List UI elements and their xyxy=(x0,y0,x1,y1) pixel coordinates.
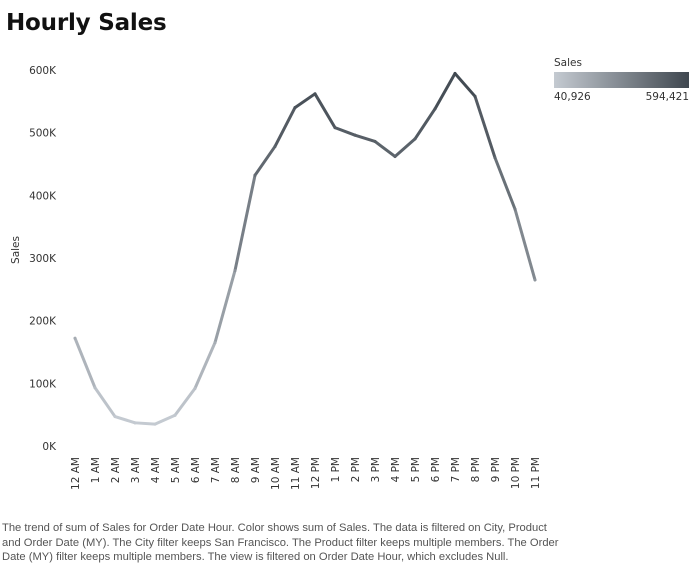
series-line-segment[interactable] xyxy=(73,336,97,390)
series-line-segment[interactable] xyxy=(253,144,277,177)
data-point[interactable] xyxy=(373,139,377,143)
x-tick-label: 3 AM xyxy=(130,457,142,483)
data-point[interactable] xyxy=(173,413,177,417)
data-point[interactable] xyxy=(213,341,217,345)
data-point[interactable] xyxy=(93,386,97,390)
x-tick-label: 4 AM xyxy=(150,457,162,483)
x-tick-label: 7 AM xyxy=(210,457,222,483)
data-point[interactable] xyxy=(73,336,77,340)
chart-caption: The trend of sum of Sales for Order Date… xyxy=(2,522,559,564)
series-line-segment[interactable] xyxy=(273,106,297,148)
series-line-segment[interactable] xyxy=(353,133,377,143)
chart-title: Hourly Sales xyxy=(6,10,167,36)
x-tick-label: 7 PM xyxy=(450,457,462,482)
x-tick-label: 1 PM xyxy=(330,457,342,482)
x-tick-label: 6 PM xyxy=(430,457,442,482)
data-point[interactable] xyxy=(433,107,437,111)
series-line-segment[interactable] xyxy=(433,71,457,111)
data-point[interactable] xyxy=(333,126,337,130)
y-axis-title: Sales xyxy=(10,236,22,264)
data-point[interactable] xyxy=(193,386,197,390)
x-tick-label: 5 PM xyxy=(410,457,422,482)
data-point[interactable] xyxy=(413,137,417,141)
series-line-segment[interactable] xyxy=(213,269,237,345)
data-point[interactable] xyxy=(253,173,257,177)
series-line-segment[interactable] xyxy=(333,126,357,137)
x-tick-label: 8 PM xyxy=(470,457,482,482)
legend-min-label: 40,926 xyxy=(554,91,591,103)
x-tick-label: 12 PM xyxy=(310,457,322,489)
x-tick-label: 11 PM xyxy=(530,457,542,489)
x-tick-label: 11 AM xyxy=(290,457,302,490)
x-tick-label: 4 PM xyxy=(390,457,402,482)
data-point[interactable] xyxy=(493,156,497,160)
series-line-segment[interactable] xyxy=(473,94,497,160)
x-tick-label: 5 AM xyxy=(170,457,182,483)
data-point[interactable] xyxy=(473,94,477,98)
color-legend: Sales 40,926 594,421 xyxy=(554,57,692,103)
y-tick-label: 0K xyxy=(42,441,57,453)
series-line-segment[interactable] xyxy=(313,92,337,130)
series-line-segment[interactable] xyxy=(153,413,177,426)
y-tick-label: 400K xyxy=(29,190,57,202)
series-line-segment[interactable] xyxy=(493,156,517,211)
legend-max-label: 594,421 xyxy=(645,91,689,103)
data-point[interactable] xyxy=(273,144,277,148)
data-point[interactable] xyxy=(233,269,237,273)
data-point[interactable] xyxy=(113,415,117,419)
series-line-segment[interactable] xyxy=(413,107,437,141)
series-line-segment[interactable] xyxy=(93,386,117,419)
x-tick-label: 10 AM xyxy=(270,457,282,490)
x-tick-label: 9 PM xyxy=(490,457,502,482)
data-point[interactable] xyxy=(133,421,137,425)
series-line-segment[interactable] xyxy=(393,137,417,158)
series-line-segment[interactable] xyxy=(193,341,217,390)
series-line-segment[interactable] xyxy=(173,386,197,417)
x-axis: 12 AM 1 AM 2 AM 3 AM 4 AM 5 AM 6 AM 7 AM 8 AM 9 A… xyxy=(70,457,542,490)
series-line-segment[interactable] xyxy=(133,421,157,426)
data-point[interactable] xyxy=(153,422,157,426)
x-tick-label: 9 AM xyxy=(250,457,262,483)
x-tick-label: 12 AM xyxy=(70,457,82,490)
y-tick-label: 600K xyxy=(29,65,57,77)
y-tick-label: 500K xyxy=(29,128,57,140)
data-point[interactable] xyxy=(533,278,537,282)
x-tick-label: 10 PM xyxy=(510,457,522,489)
x-tick-label: 6 AM xyxy=(190,457,202,483)
series-line-segment[interactable] xyxy=(453,71,477,98)
series-line-segment[interactable] xyxy=(233,173,257,273)
legend-labels: 40,926 594,421 xyxy=(554,91,689,103)
y-tick-label: 100K xyxy=(29,378,57,390)
y-tick-label: 300K xyxy=(29,253,57,265)
data-point[interactable] xyxy=(353,133,357,137)
legend-title: Sales xyxy=(554,57,582,69)
y-tick-label: 200K xyxy=(29,316,57,328)
x-tick-label: 1 AM xyxy=(90,457,102,483)
data-point[interactable] xyxy=(513,207,517,211)
data-point[interactable] xyxy=(393,154,397,158)
series-line-segment[interactable] xyxy=(293,92,317,110)
series-line-segment[interactable] xyxy=(373,139,397,158)
data-point[interactable] xyxy=(313,92,317,96)
x-tick-label: 2 PM xyxy=(350,457,362,482)
x-tick-label: 3 PM xyxy=(370,457,382,482)
data-point[interactable] xyxy=(453,71,457,75)
series-line-segment[interactable] xyxy=(113,415,137,425)
x-tick-label: 8 AM xyxy=(230,457,242,483)
series-line-segment[interactable] xyxy=(513,207,537,282)
legend-gradient-bar xyxy=(554,72,689,88)
sales-series[interactable] xyxy=(73,71,537,426)
y-axis: 0K 100K 200K 300K 400K 500K 600K xyxy=(29,65,57,453)
data-point[interactable] xyxy=(293,106,297,110)
x-tick-label: 2 AM xyxy=(110,457,122,483)
